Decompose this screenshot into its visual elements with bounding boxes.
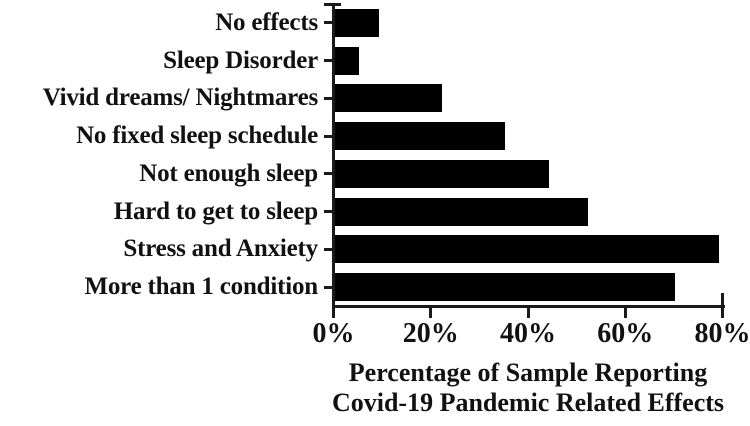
y-axis-tick <box>324 134 333 138</box>
x-axis-title-line1: Percentage of Sample Reporting <box>348 358 708 387</box>
category-label: Not enough sleep <box>139 159 318 187</box>
x-axis-title: Percentage of Sample Reporting Covid-19 … <box>332 358 724 418</box>
category-label: No fixed sleep schedule <box>76 122 318 150</box>
x-axis-tick <box>623 305 627 318</box>
bar-no-effects <box>335 8 379 37</box>
x-axis-tick <box>721 293 724 318</box>
category-label: Sleep Disorder <box>163 46 318 74</box>
category-label: Stress and Anxiety <box>123 235 318 263</box>
y-axis-tick <box>324 285 333 289</box>
bar-no-fixed-sleep-schedule <box>335 122 506 151</box>
y-axis-top-tick <box>324 3 341 6</box>
plot-area <box>335 4 724 306</box>
bar-vivid-dreams-nightmares <box>335 84 442 113</box>
x-axis-tick <box>332 305 335 318</box>
category-label: Vivid dreams/ Nightmares <box>42 84 318 112</box>
bar-stress-and-anxiety <box>335 235 720 264</box>
bar-sleep-disorder <box>335 46 360 75</box>
bar-hard-to-get-to-sleep <box>335 197 588 226</box>
x-axis-tick <box>526 305 530 318</box>
y-axis-tick <box>324 96 333 100</box>
bar-more-than-1-condition <box>335 273 676 302</box>
y-axis-line <box>332 3 335 308</box>
x-tick-label: 40% <box>500 318 556 349</box>
y-axis-tick <box>324 172 333 176</box>
x-axis-tick <box>429 305 433 318</box>
y-axis-tick <box>324 247 333 251</box>
category-label: Hard to get to sleep <box>113 197 318 225</box>
x-tick-label: 0% <box>312 318 355 349</box>
category-label: No effects <box>215 8 318 36</box>
y-axis-tick <box>324 210 333 214</box>
bar-not-enough-sleep <box>335 159 549 188</box>
x-tick-label: 20% <box>402 318 459 349</box>
category-label: More than 1 condition <box>84 273 318 301</box>
y-axis-tick <box>324 59 333 63</box>
x-tick-label: 80% <box>694 318 750 349</box>
x-axis-title-line2: Covid-19 Pandemic Related Effects <box>331 388 725 417</box>
y-axis-tick <box>324 21 333 25</box>
x-tick-label: 60% <box>597 318 654 349</box>
